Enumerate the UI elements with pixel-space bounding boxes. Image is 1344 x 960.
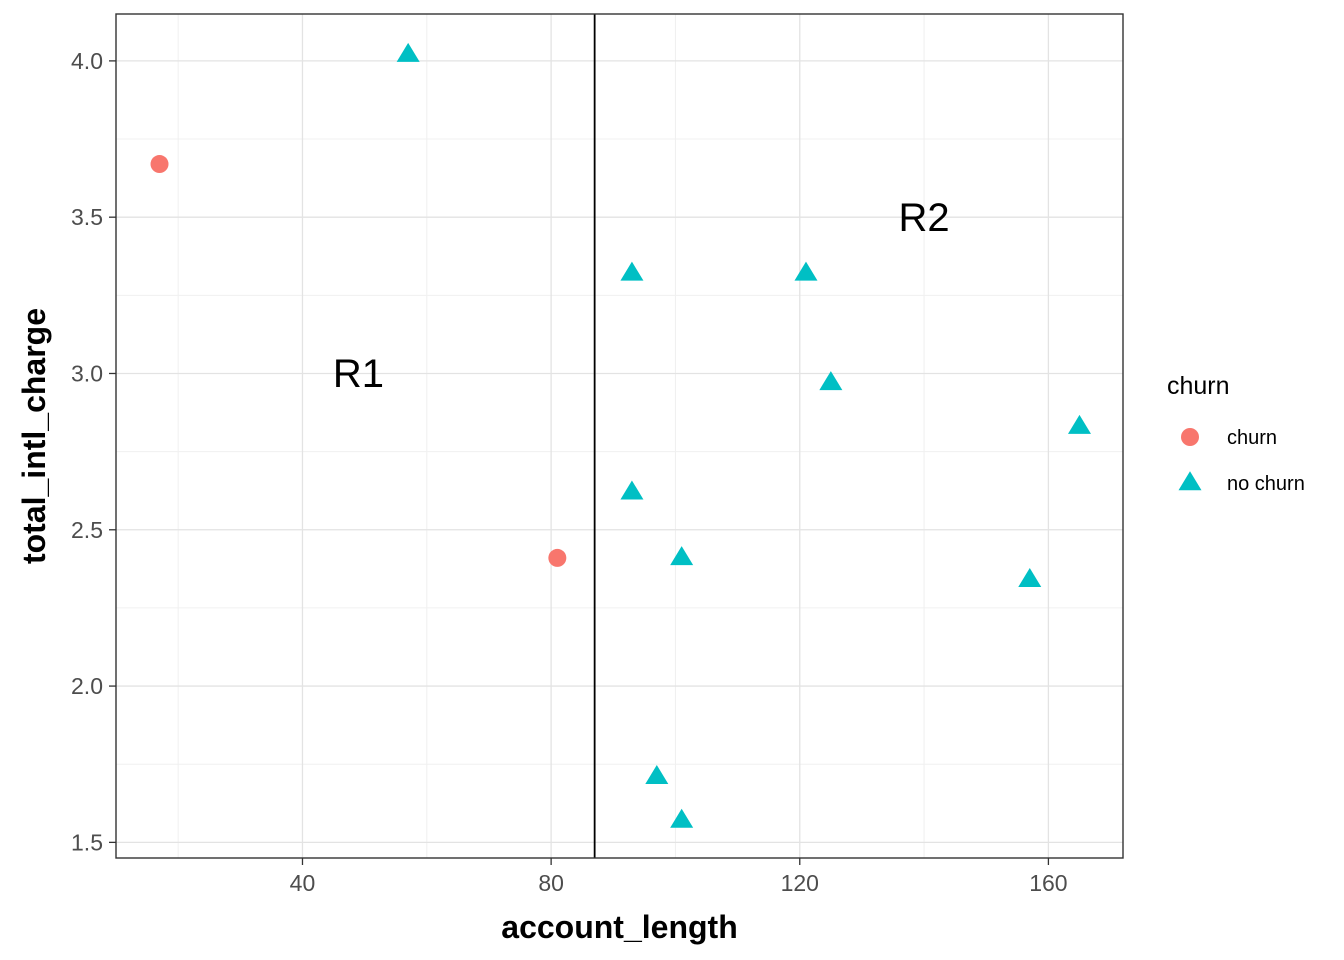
legend: churn churn no churn xyxy=(1167,372,1305,495)
y-tick-label: 3.0 xyxy=(71,360,103,386)
data-point-no-churn xyxy=(1067,414,1091,434)
data-point-no-churn xyxy=(396,42,420,62)
y-tick-label: 2.5 xyxy=(71,517,103,543)
data-point-churn xyxy=(150,155,169,174)
minor-gridlines xyxy=(116,14,1123,858)
y-tick-label: 4.0 xyxy=(71,48,103,74)
data-point-no-churn xyxy=(670,546,694,566)
data-point-no-churn xyxy=(620,480,644,500)
region-label: R2 xyxy=(899,196,950,240)
region-annotations: R1 R2 xyxy=(333,196,950,396)
x-tick-label: 80 xyxy=(538,870,564,896)
major-gridlines xyxy=(116,14,1123,858)
panel-border xyxy=(115,13,1124,859)
x-axis-title: account_length xyxy=(501,909,737,945)
legend-key-no-churn xyxy=(1178,471,1202,491)
data-point-no-churn xyxy=(670,808,694,828)
series-no-churn xyxy=(396,42,1091,828)
y-tick-label: 3.5 xyxy=(71,204,103,230)
x-tick-label: 160 xyxy=(1029,870,1067,896)
x-tick-label: 120 xyxy=(781,870,819,896)
legend-title: churn xyxy=(1167,372,1230,400)
legend-label: no churn xyxy=(1227,473,1305,495)
region-label: R1 xyxy=(333,352,384,396)
data-point-no-churn xyxy=(645,764,669,784)
data-point-no-churn xyxy=(1018,568,1042,588)
data-point-no-churn xyxy=(819,371,843,391)
data-points xyxy=(150,42,1091,828)
data-point-churn xyxy=(548,548,567,567)
y-tick-label: 2.0 xyxy=(71,673,103,699)
data-point-no-churn xyxy=(794,261,818,281)
data-point-no-churn xyxy=(620,261,644,281)
y-axis: 1.5 2.0 2.5 3.0 3.5 4.0 xyxy=(71,48,116,855)
y-tick-label: 1.5 xyxy=(71,829,103,855)
y-axis-title: total_intl_charge xyxy=(16,308,52,564)
legend-label: churn xyxy=(1227,427,1277,449)
series-churn xyxy=(150,155,567,567)
legend-key-churn xyxy=(1181,428,1199,446)
x-axis: 40 80 120 160 xyxy=(290,858,1068,896)
x-tick-label: 40 xyxy=(290,870,316,896)
